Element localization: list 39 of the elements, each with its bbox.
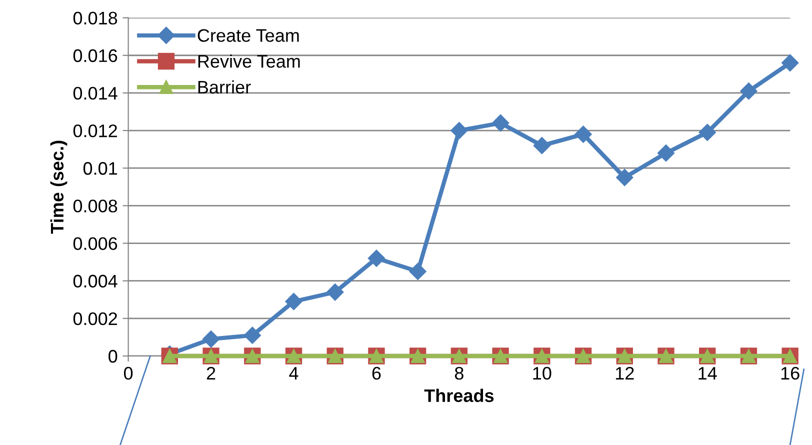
x-tick-label: 14 (698, 367, 717, 380)
y-tick-label: 0.014 (73, 86, 118, 100)
point (450, 122, 468, 140)
point (616, 168, 634, 186)
point (574, 126, 592, 143)
x-tick-label: 2 (206, 366, 216, 380)
point (326, 284, 344, 301)
y-tick-label: 0.004 (73, 274, 118, 288)
x-tick-label: 12 (616, 366, 634, 380)
point (409, 262, 426, 280)
x-axis-title: Threads (424, 388, 494, 402)
y-tick-label: 0.01 (83, 162, 117, 175)
legend-label: Barrier (198, 80, 251, 94)
x-tick-label: 16 (781, 366, 800, 380)
y-tick-label: 0.002 (73, 312, 117, 326)
point (285, 292, 302, 310)
point (782, 54, 799, 72)
y-tick-label: 0.012 (73, 124, 117, 138)
x-tick-label: 4 (289, 367, 298, 380)
y-tick-label: 0.016 (73, 49, 118, 62)
x-tick-label: 10 (533, 366, 552, 380)
legend-label: Create Team (198, 29, 299, 42)
point (368, 250, 386, 267)
point (202, 330, 220, 348)
point (244, 326, 261, 344)
x-tick-label: 6 (372, 366, 381, 380)
y-tick-label: 0 (108, 350, 118, 363)
y-tick-label: 0.018 (73, 12, 118, 25)
point (492, 114, 510, 132)
y-axis-title: Time (sec.) (50, 140, 68, 234)
point (533, 137, 550, 154)
x-tick-label: 0 (124, 366, 133, 380)
point (657, 144, 675, 162)
point (698, 124, 716, 141)
x-tick-label: 8 (454, 366, 464, 380)
y-tick-label: 0.006 (73, 237, 118, 250)
point (740, 82, 758, 100)
y-tick-label: 0.008 (73, 200, 118, 212)
legend-label: Revive Team (198, 54, 300, 68)
